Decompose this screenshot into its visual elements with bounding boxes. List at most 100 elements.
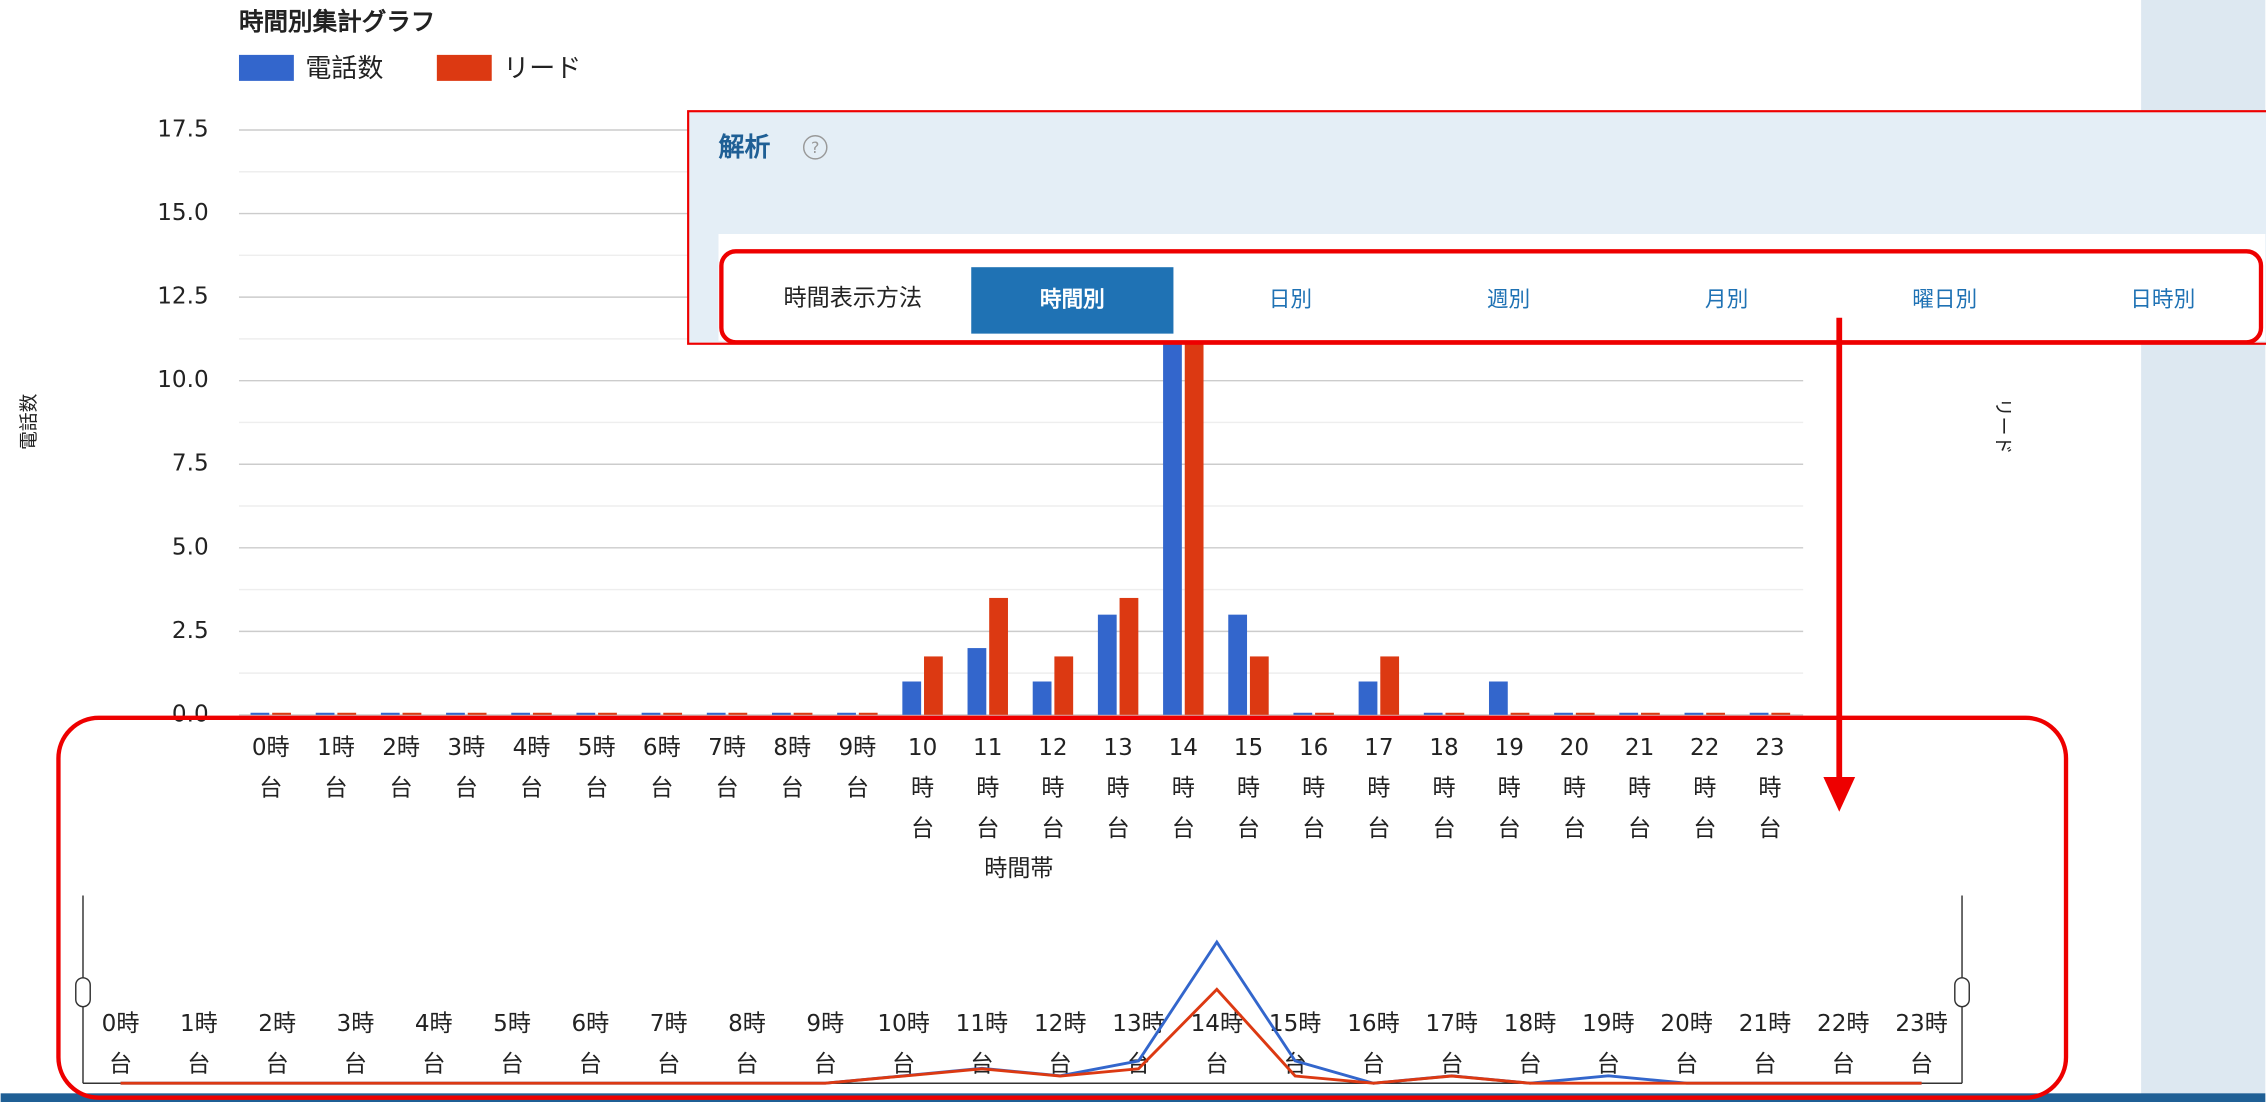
bar bbox=[1293, 712, 1313, 715]
nav-line bbox=[120, 987, 1922, 1085]
bar bbox=[337, 712, 357, 715]
x-tick-label: 10 時台 bbox=[908, 735, 937, 842]
x-tick-label: 6時台 bbox=[643, 735, 681, 801]
bar bbox=[793, 712, 813, 715]
bar bbox=[989, 597, 1008, 715]
bar bbox=[728, 712, 748, 715]
bar bbox=[924, 656, 943, 715]
x-tick-label: 18 時台 bbox=[1429, 735, 1458, 842]
bar bbox=[250, 712, 270, 715]
bar bbox=[598, 712, 617, 715]
bar bbox=[1380, 656, 1400, 715]
tab[interactable]: 曜日別 bbox=[1912, 287, 1977, 312]
nav-tick-label: 0時台 bbox=[102, 1011, 140, 1077]
tab[interactable]: 日時別 bbox=[2130, 287, 2195, 312]
bar bbox=[663, 712, 683, 715]
nav-tick-label: 20時台 bbox=[1660, 1011, 1712, 1077]
chart-title: 時間別集計グラフ bbox=[239, 7, 435, 36]
x-tick-label: 2時台 bbox=[382, 735, 420, 801]
bar bbox=[402, 712, 422, 715]
nav-tick-label: 23時台 bbox=[1895, 1011, 1947, 1077]
y-tick-label: 2.5 bbox=[172, 618, 209, 644]
bar bbox=[511, 712, 531, 715]
x-tick-label: 3時台 bbox=[447, 735, 485, 801]
legend-swatch bbox=[436, 54, 492, 81]
tab[interactable]: 時間別 bbox=[1040, 287, 1105, 312]
bar bbox=[1315, 712, 1334, 715]
x-tick-label: 21 時台 bbox=[1625, 735, 1654, 842]
nav-tick-label: 16時台 bbox=[1347, 1011, 1399, 1077]
x-tick-label: 7時台 bbox=[708, 735, 746, 801]
bar bbox=[1358, 681, 1378, 715]
bar bbox=[315, 712, 335, 715]
nav-tick-label: 1時台 bbox=[180, 1011, 218, 1077]
bar bbox=[858, 712, 878, 715]
x-tick-label: 5時台 bbox=[578, 735, 616, 801]
nav-tick-label: 6時台 bbox=[571, 1011, 609, 1077]
x-tick-label: 23 時台 bbox=[1755, 735, 1784, 842]
y-tick-label: 17.5 bbox=[157, 116, 208, 142]
tab[interactable]: 月別 bbox=[1705, 287, 1748, 312]
x-tick-label: 8時台 bbox=[773, 735, 811, 801]
nav-grip-right[interactable] bbox=[1954, 977, 1970, 1008]
bar bbox=[467, 712, 487, 715]
x-tick-label: 13 時台 bbox=[1103, 735, 1132, 842]
bar bbox=[1054, 656, 1074, 715]
y-tick-label: 0.0 bbox=[172, 701, 209, 727]
bar bbox=[1641, 712, 1660, 715]
tab-active[interactable] bbox=[971, 267, 1174, 334]
bar bbox=[1684, 712, 1704, 715]
nav-line bbox=[120, 939, 1922, 1085]
y-tick-label: 15.0 bbox=[157, 200, 208, 226]
bar bbox=[576, 712, 596, 715]
bar bbox=[1706, 712, 1725, 715]
bar bbox=[1575, 712, 1595, 715]
y-tick-label: 12.5 bbox=[157, 284, 208, 310]
bar bbox=[1097, 614, 1117, 715]
help-icon-mark: ? bbox=[811, 138, 819, 157]
x-tick-label: 17 時台 bbox=[1364, 735, 1393, 842]
tab[interactable]: 日別 bbox=[1269, 287, 1312, 312]
analysis-panel: 解析 ? 時間表示方法 時間別 日別 週別 月別 曜日別 日時別 bbox=[687, 110, 2266, 345]
nav-tick-label: 2時台 bbox=[258, 1011, 296, 1077]
tab[interactable]: 週別 bbox=[1487, 287, 1530, 312]
bar bbox=[1184, 129, 1204, 715]
x-tick-label: 16 時台 bbox=[1299, 735, 1328, 842]
bar bbox=[446, 712, 465, 715]
nav-tick-label: 19時台 bbox=[1582, 1011, 1634, 1077]
nav-tick-label: 14時台 bbox=[1191, 1011, 1243, 1077]
nav-grip-left[interactable] bbox=[75, 977, 91, 1008]
nav-tick-label: 5時台 bbox=[493, 1011, 531, 1077]
bar bbox=[380, 712, 400, 715]
bar bbox=[771, 712, 791, 715]
nav-tick-label: 21時台 bbox=[1739, 1011, 1791, 1077]
legend-swatch bbox=[238, 54, 294, 81]
nav-tick-label: 3時台 bbox=[337, 1011, 375, 1077]
tab-label: 時間表示方法 bbox=[784, 285, 923, 311]
legend-label: リード bbox=[503, 54, 581, 84]
bar bbox=[967, 648, 987, 715]
nav-tick-label: 22時台 bbox=[1817, 1011, 1869, 1077]
bar bbox=[706, 712, 726, 715]
bar bbox=[272, 712, 291, 715]
bar bbox=[1554, 712, 1573, 715]
y2-axis-title: リード bbox=[1992, 398, 2013, 454]
panel-title: 解析 bbox=[718, 133, 770, 163]
bar bbox=[532, 712, 552, 715]
bar bbox=[641, 712, 661, 715]
highlight-tabs bbox=[719, 249, 2264, 345]
nav-tick-label: 9時台 bbox=[806, 1011, 844, 1077]
x-tick-label: 1時台 bbox=[317, 735, 355, 801]
nav-tick-label: 11時台 bbox=[956, 1011, 1008, 1077]
x-tick-label: 12 時台 bbox=[1038, 735, 1067, 842]
nav-tick-label: 18時台 bbox=[1504, 1011, 1556, 1077]
nav-tick-label: 4時台 bbox=[415, 1011, 453, 1077]
help-icon[interactable] bbox=[802, 135, 828, 160]
x-tick-label: 22 時台 bbox=[1690, 735, 1719, 842]
x-tick-label: 0時台 bbox=[252, 735, 290, 801]
nav-tick-label: 8時台 bbox=[728, 1011, 766, 1077]
bar bbox=[1749, 712, 1769, 715]
x-tick-label: 14 時台 bbox=[1169, 735, 1198, 842]
